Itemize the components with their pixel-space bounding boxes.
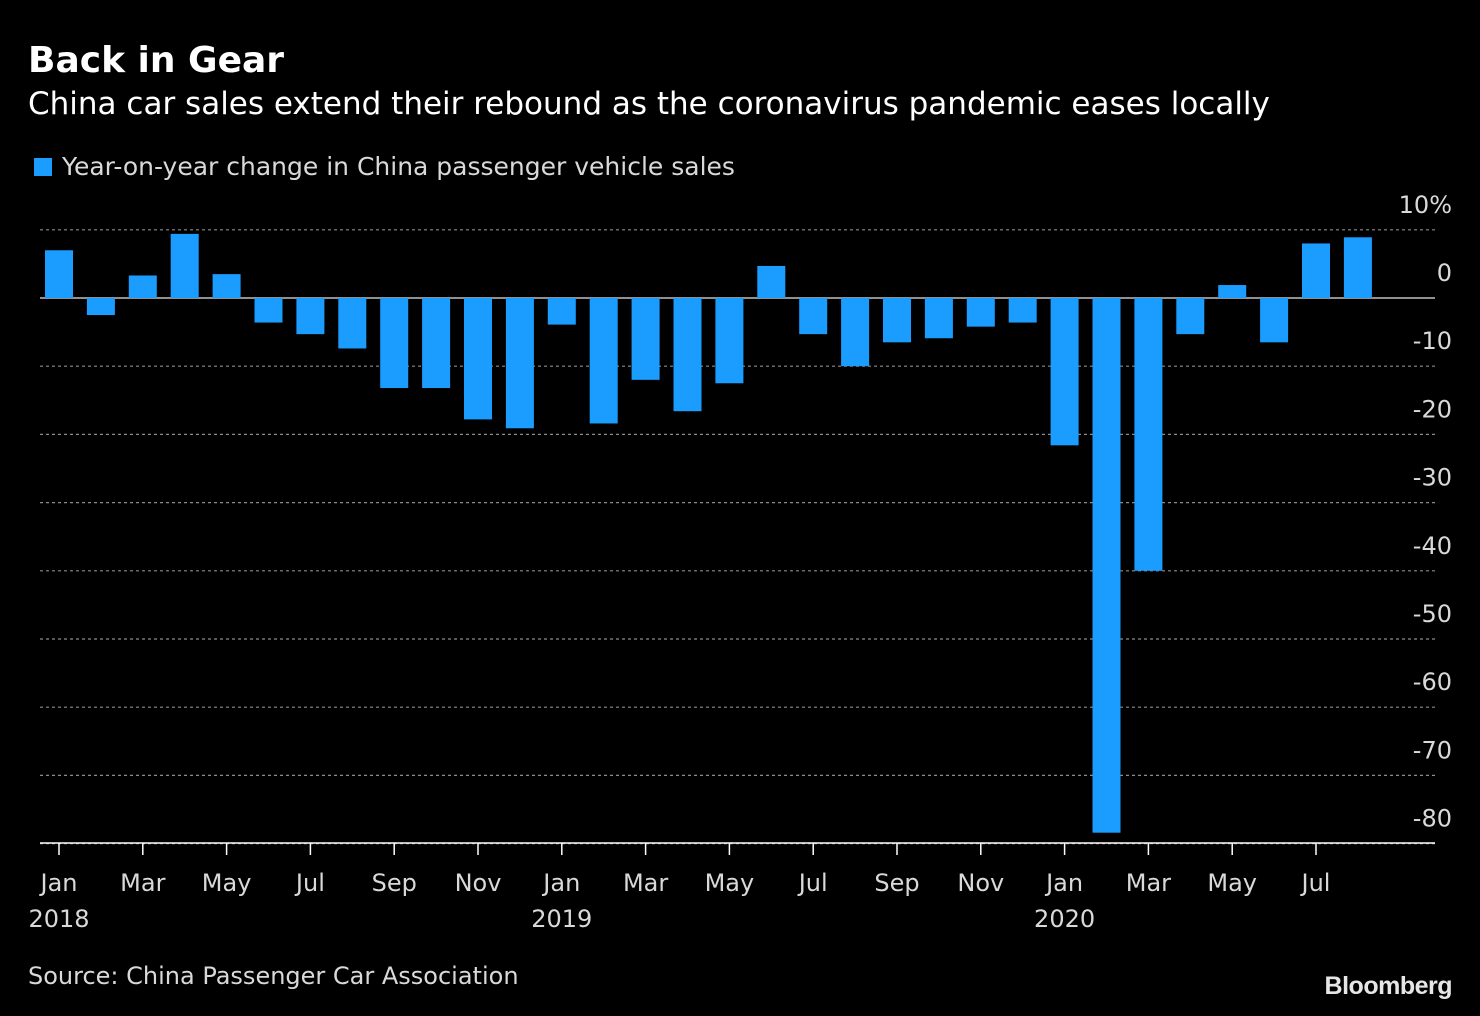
bar [631, 298, 660, 380]
x-tick-label: May [1207, 869, 1257, 897]
x-tick-label: Nov [455, 869, 502, 897]
y-tick-label: -60 [1413, 668, 1452, 696]
bar [799, 298, 828, 335]
bar [1008, 298, 1037, 323]
y-axis-labels: 10% 0 -10 -20 -30 -40 -50 -60 -70 -80 [1399, 191, 1452, 833]
bar [1343, 237, 1372, 298]
bar [924, 298, 953, 339]
y-tick-label: 10% [1399, 191, 1452, 219]
legend-swatch [34, 157, 52, 176]
bar [1134, 298, 1163, 571]
bar [883, 298, 911, 343]
x-tick-label: Mar [1126, 869, 1171, 897]
bloomberg-logo: Bloomberg [1324, 972, 1453, 1000]
legend-label: Year-on-year change in China passenger v… [62, 152, 735, 181]
bar [966, 298, 995, 327]
x-tick-label: Nov [957, 869, 1004, 897]
source-note: Source: China Passenger Car Association [28, 962, 519, 990]
y-tick-label: -20 [1413, 395, 1452, 423]
x-tick-label: May [705, 869, 755, 897]
x-tick-label: Jan [1044, 869, 1083, 897]
bar [254, 298, 283, 323]
bar [547, 298, 576, 325]
bar [86, 298, 115, 316]
bar [1302, 243, 1330, 298]
x-tick-label: Jul [797, 869, 828, 897]
y-tick-label: 0 [1437, 259, 1452, 287]
bar [296, 298, 325, 335]
bar [1260, 298, 1289, 343]
bar [1218, 285, 1247, 298]
y-tick-label: -50 [1413, 600, 1452, 628]
bar [128, 275, 157, 298]
bar [212, 274, 241, 298]
bar [380, 298, 409, 389]
bar [1176, 298, 1205, 335]
y-tick-label: -30 [1413, 464, 1452, 492]
x-year-label: 2020 [1034, 905, 1095, 933]
x-tick-label: Sep [874, 869, 919, 897]
y-tick-label: -40 [1413, 532, 1452, 560]
bar [45, 250, 73, 298]
bar [757, 265, 786, 298]
bar [1092, 298, 1121, 833]
x-tick-label: Jan [541, 869, 580, 897]
x-tick-label: May [202, 869, 252, 897]
bar [505, 298, 534, 429]
legend: Year-on-year change in China passenger v… [34, 152, 735, 181]
x-tick-label: Sep [372, 869, 417, 897]
x-tick-label: Jan [39, 869, 78, 897]
bar [841, 298, 870, 367]
x-axis-labels: Jan 2018 Mar May Jul Sep Nov Jan 2019 Mar May Jul Se… [28, 869, 1330, 933]
y-tick-label: -10 [1413, 327, 1452, 355]
x-axis [40, 842, 1435, 855]
chart-title: Back in Gear [28, 40, 285, 81]
bar [422, 298, 451, 389]
chart-subtitle: China car sales extend their rebound as … [28, 86, 1270, 122]
bar [464, 298, 492, 420]
x-year-label: 2019 [531, 905, 592, 933]
bars [45, 233, 1372, 833]
x-year-label: 2018 [28, 905, 89, 933]
bar [338, 298, 367, 349]
bar [170, 233, 199, 298]
bar [673, 298, 702, 412]
y-tick-label: -70 [1413, 736, 1452, 764]
bar [589, 298, 618, 424]
x-tick-label: Mar [623, 869, 668, 897]
bar [715, 298, 744, 384]
bar [1050, 298, 1079, 446]
x-tick-label: Mar [120, 869, 165, 897]
x-tick-label: Jul [1300, 869, 1331, 897]
x-tick-label: Jul [294, 869, 325, 897]
y-tick-label: -80 [1413, 805, 1452, 833]
